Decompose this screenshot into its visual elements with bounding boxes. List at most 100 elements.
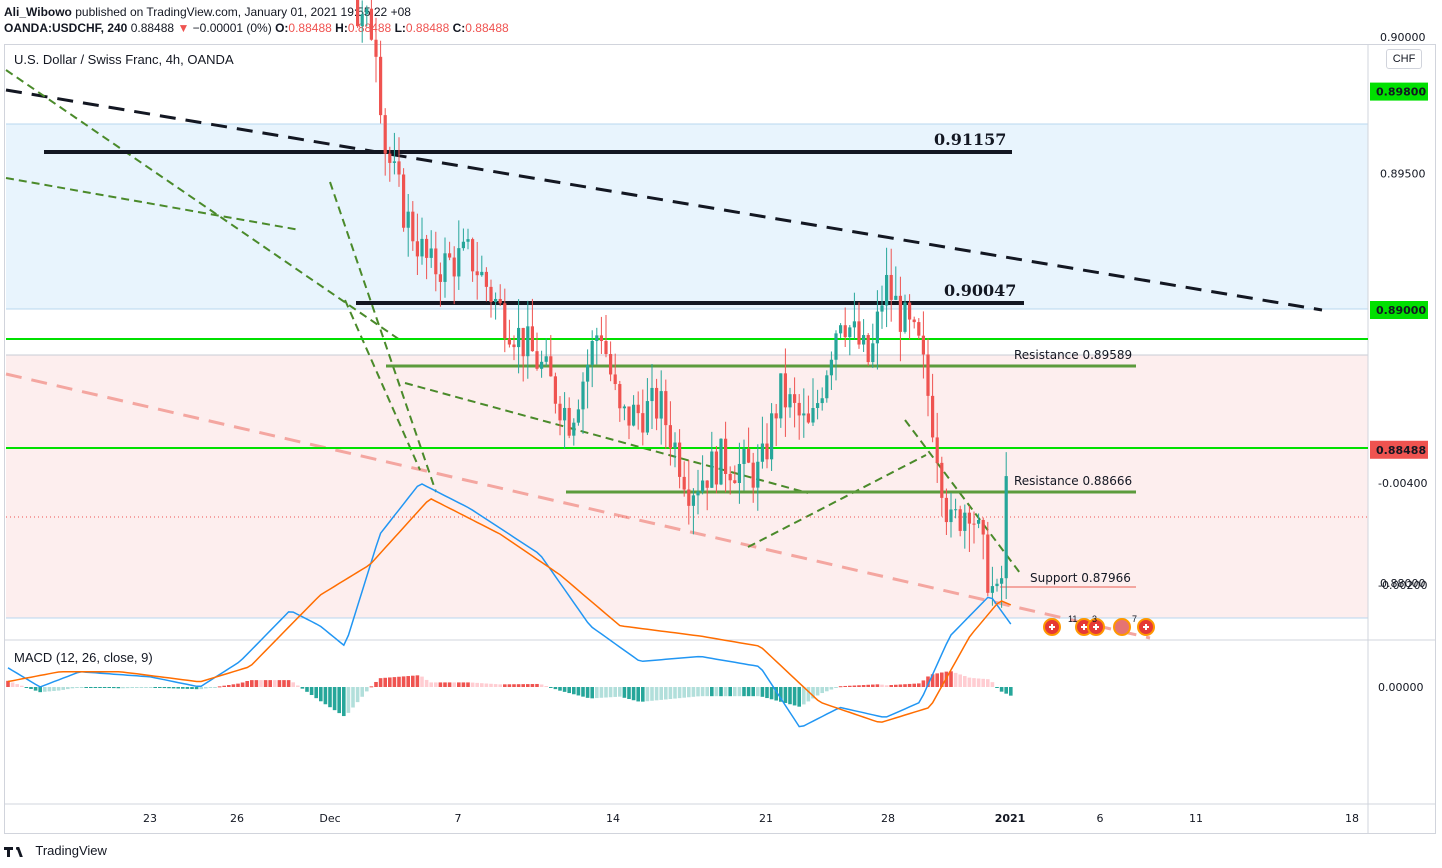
macd-bar bbox=[507, 684, 512, 687]
macd-bar bbox=[20, 685, 24, 687]
macd-bar bbox=[544, 686, 548, 688]
candle-body bbox=[848, 327, 852, 338]
candle-body bbox=[475, 271, 479, 276]
macd-bar bbox=[894, 684, 898, 687]
macd-bar bbox=[89, 687, 93, 688]
macd-bar bbox=[834, 687, 838, 688]
author-name[interactable]: Ali_Wibowo bbox=[4, 5, 72, 19]
candle-body bbox=[691, 495, 695, 506]
macd-bar bbox=[503, 684, 507, 687]
symbol-code: OANDA:USDCHF, 240 bbox=[4, 21, 128, 35]
macd-bar bbox=[66, 687, 70, 690]
macd-bar bbox=[861, 685, 866, 687]
candle-body bbox=[622, 406, 626, 409]
macd-bar bbox=[378, 678, 383, 687]
candle-body bbox=[710, 451, 714, 488]
candle-body bbox=[636, 404, 640, 414]
macd-bar bbox=[760, 687, 765, 697]
time-tick-label: 6 bbox=[1097, 812, 1104, 825]
candle-body bbox=[875, 311, 879, 344]
macd-bar bbox=[213, 687, 217, 688]
macd-bar bbox=[493, 684, 498, 687]
macd-bar bbox=[130, 687, 134, 689]
macd-bar bbox=[420, 676, 424, 687]
published-text: published on TradingView.com, January 01… bbox=[75, 5, 411, 19]
macd-bar bbox=[728, 687, 732, 697]
candle-body bbox=[793, 394, 797, 403]
event-count: 7 bbox=[1132, 614, 1137, 624]
candle-body bbox=[940, 462, 944, 498]
candle-body bbox=[457, 248, 461, 277]
macd-bar bbox=[15, 684, 19, 687]
macd-bar bbox=[917, 683, 921, 687]
macd-bar bbox=[314, 687, 318, 699]
candle-body bbox=[420, 238, 424, 257]
macd-bar bbox=[664, 687, 668, 700]
macd-bar bbox=[567, 687, 571, 694]
candle-body bbox=[563, 407, 567, 421]
candle-body bbox=[576, 409, 580, 423]
footer-brand[interactable]: TradingView bbox=[4, 840, 107, 862]
candle-body bbox=[512, 344, 516, 348]
macd-line bbox=[7, 483, 1012, 728]
candle-body bbox=[388, 153, 392, 163]
price-axis[interactable]: 0.915000.910000.905000.900000.895000.890… bbox=[1370, 0, 1428, 590]
macd-bar bbox=[475, 682, 479, 687]
candle-body bbox=[673, 442, 677, 449]
chart-title: U.S. Dollar / Swiss Franc, 4h, OANDA bbox=[14, 52, 234, 67]
macd-bar bbox=[769, 687, 774, 700]
price-tick-label: 0.90000 bbox=[1380, 31, 1426, 44]
macd-bar bbox=[742, 687, 746, 697]
macd-bar bbox=[268, 680, 272, 687]
currency-unit[interactable]: CHF bbox=[1386, 49, 1422, 69]
macd-bar bbox=[429, 682, 433, 687]
candle-body bbox=[802, 413, 806, 416]
macd-bar bbox=[250, 680, 254, 687]
macd-bar bbox=[296, 685, 300, 687]
macd-bar bbox=[457, 682, 461, 687]
macd-bar bbox=[668, 687, 673, 700]
macd-bar bbox=[480, 683, 484, 687]
candle-body bbox=[912, 319, 916, 323]
macd-bar bbox=[190, 687, 194, 690]
candle-body bbox=[839, 325, 843, 334]
macd-bar bbox=[535, 683, 539, 687]
economic-events[interactable]: 11 3 7 bbox=[1043, 614, 1155, 636]
candle-body bbox=[705, 480, 709, 488]
candle-body bbox=[1004, 476, 1008, 579]
candle-body bbox=[553, 376, 557, 404]
macd-bar bbox=[820, 687, 824, 694]
macd-bar bbox=[608, 687, 613, 698]
candle-body bbox=[747, 448, 751, 463]
macd-bar bbox=[829, 687, 834, 690]
macd-bar bbox=[401, 676, 406, 687]
macd-bar bbox=[953, 672, 958, 687]
time-axis[interactable]: 23 26 Dec 7 14 21 28 2021 6 11 18 bbox=[143, 812, 1359, 825]
macd-bar bbox=[976, 678, 981, 687]
macd-bar bbox=[438, 682, 443, 687]
macd-bar bbox=[148, 687, 153, 688]
candle-body bbox=[411, 211, 415, 242]
candle-body bbox=[544, 356, 548, 362]
macd-bar bbox=[153, 687, 157, 688]
macd-bar bbox=[227, 684, 231, 687]
supply-zone bbox=[6, 124, 1368, 309]
down-arrow-icon: ▼ bbox=[177, 21, 190, 35]
candle-body bbox=[903, 302, 907, 332]
macd-bar bbox=[825, 687, 829, 692]
candle-body bbox=[379, 56, 383, 116]
candle-body bbox=[549, 356, 553, 377]
candle-body bbox=[480, 271, 484, 276]
macd-axis[interactable]: 0.00000 -0.00200 -0.00400 bbox=[1378, 477, 1427, 694]
candle-body bbox=[397, 161, 401, 175]
candle-body bbox=[737, 463, 741, 483]
macd-bar bbox=[70, 687, 75, 689]
channel-lines bbox=[5, 69, 1021, 574]
candle-body bbox=[885, 274, 889, 306]
macd-bar bbox=[291, 682, 295, 687]
candle-body bbox=[880, 305, 884, 312]
macd-bar bbox=[843, 685, 847, 687]
time-tick-label: 11 bbox=[1189, 812, 1203, 825]
time-tick-label: 7 bbox=[455, 812, 462, 825]
